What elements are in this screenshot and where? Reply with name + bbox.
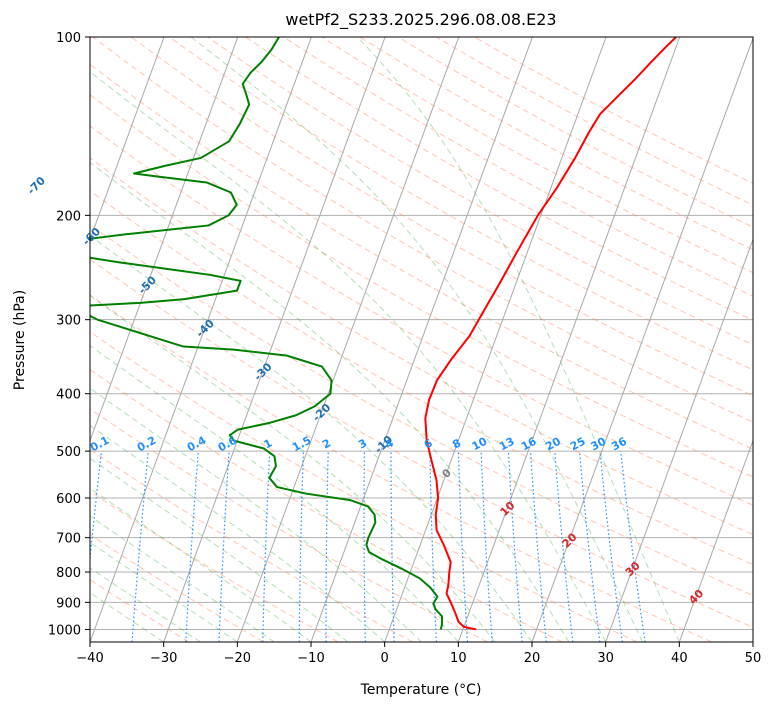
dry-adiabat-line xyxy=(90,258,753,628)
dry-adiabat-line xyxy=(90,63,753,450)
isotherm-line xyxy=(678,439,753,642)
mixing-ratio-label: 30 xyxy=(589,435,609,454)
moist-adiabat-line xyxy=(90,71,607,642)
x-tick-label: −40 xyxy=(76,651,103,666)
mixing-ratio-line xyxy=(599,451,623,642)
moist-adiabat-line xyxy=(90,161,570,642)
moist-adiabat-line xyxy=(90,567,201,642)
moist-adiabat-line xyxy=(90,345,459,642)
dry-adiabat-line xyxy=(207,37,753,346)
dry-adiabat-line xyxy=(90,369,563,642)
x-tick-label: 0 xyxy=(381,651,389,666)
dewpoint-line xyxy=(90,37,443,630)
dry-adiabat-line xyxy=(90,190,753,566)
y-tick-label: 100 xyxy=(56,31,81,46)
moist-adiabat-line xyxy=(90,592,164,642)
y-tick-label: 1000 xyxy=(48,623,81,638)
dry-adiabat-line xyxy=(90,223,753,597)
mixing-ratio-label: 36 xyxy=(609,435,629,454)
y-tick-label: 600 xyxy=(56,492,81,507)
mixing-ratio-label: 10 xyxy=(470,435,490,454)
mixing-ratio-line xyxy=(578,451,601,642)
x-tick-label: 40 xyxy=(671,651,688,666)
isotherm-line xyxy=(90,37,239,443)
moist-adiabat-line xyxy=(357,37,680,642)
mixing-ratio-label: 20 xyxy=(543,435,563,454)
y-tick-label: 800 xyxy=(56,566,81,581)
dry-adiabat-line xyxy=(90,157,753,536)
mixing-ratio-line xyxy=(620,451,646,642)
mixing-ratio-line xyxy=(529,451,547,642)
isotherm-line xyxy=(163,37,386,642)
moist-adiabat-line xyxy=(90,515,275,642)
x-axis-label: Temperature (°C) xyxy=(360,682,482,698)
isotherm-label: -70 xyxy=(25,174,48,197)
profile-series xyxy=(90,37,677,631)
y-tick-label: 700 xyxy=(56,532,81,547)
chart-title: wetPf2_S233.2025.296.08.08.E23 xyxy=(285,10,556,30)
isotherm-line xyxy=(605,237,753,642)
isotherm-line xyxy=(90,37,165,241)
isotherm-line xyxy=(752,640,753,642)
isotherm-line xyxy=(90,37,312,642)
x-axis: −40 −30 −20 −10 0 10 20 30 40 50 xyxy=(76,642,761,666)
y-tick-label: 900 xyxy=(56,596,81,611)
isotherm-line xyxy=(457,37,681,642)
y-tick-label: 300 xyxy=(56,314,81,329)
isotherm-line xyxy=(531,37,753,642)
moist-adiabat-line xyxy=(90,387,422,642)
mixing-ratio-label: 16 xyxy=(519,435,539,454)
moist-adiabat-line xyxy=(190,37,643,642)
y-tick-label: 500 xyxy=(56,445,81,460)
x-tick-label: −30 xyxy=(150,651,177,666)
moist-adiabat-line xyxy=(90,424,386,642)
dry-adiabat-line xyxy=(90,125,753,506)
isotherm-line xyxy=(310,37,533,642)
y-axis: 100 200 300 400 500 600 700 800 900 1000 xyxy=(48,31,90,638)
temperature-line xyxy=(424,37,677,631)
dry-adiabat-line xyxy=(90,408,488,642)
moist-adiabat-line xyxy=(90,541,238,642)
x-tick-label: 50 xyxy=(745,651,762,666)
x-tick-label: −20 xyxy=(224,651,251,666)
y-tick-label: 200 xyxy=(56,209,81,224)
x-tick-label: −10 xyxy=(297,651,324,666)
y-axis-label: Pressure (hPa) xyxy=(12,290,28,390)
mixing-ratio-line xyxy=(90,451,102,564)
mixing-ratio-line xyxy=(131,451,149,642)
dry-adiabat-line xyxy=(90,533,264,642)
x-tick-label: 20 xyxy=(524,651,541,666)
dry-adiabat-line xyxy=(92,37,753,423)
y-tick-label: 400 xyxy=(56,388,81,403)
mixing-ratio-label: 25 xyxy=(568,435,588,454)
mixing-ratio-label: 13 xyxy=(497,435,517,454)
moist-adiabat-line xyxy=(90,294,496,642)
dry-adiabat-line xyxy=(90,490,339,642)
background-lines xyxy=(90,37,753,642)
isotherm-line xyxy=(236,37,460,642)
x-tick-label: 10 xyxy=(450,651,467,666)
isotherm-line xyxy=(384,37,607,642)
plot-frame xyxy=(89,36,754,643)
mixing-ratio-line xyxy=(507,451,523,642)
mixing-ratio-line xyxy=(554,451,574,642)
dry-adiabat-line xyxy=(90,294,712,642)
dry-adiabat-line xyxy=(245,37,753,321)
pressure-gridlines xyxy=(90,37,753,630)
x-tick-label: 30 xyxy=(597,651,614,666)
moist-adiabat-line xyxy=(90,234,533,642)
